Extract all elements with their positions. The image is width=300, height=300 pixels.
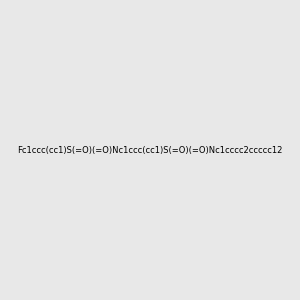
Text: Fc1ccc(cc1)S(=O)(=O)Nc1ccc(cc1)S(=O)(=O)Nc1cccc2ccccc12: Fc1ccc(cc1)S(=O)(=O)Nc1ccc(cc1)S(=O)(=O)… [17,146,283,154]
